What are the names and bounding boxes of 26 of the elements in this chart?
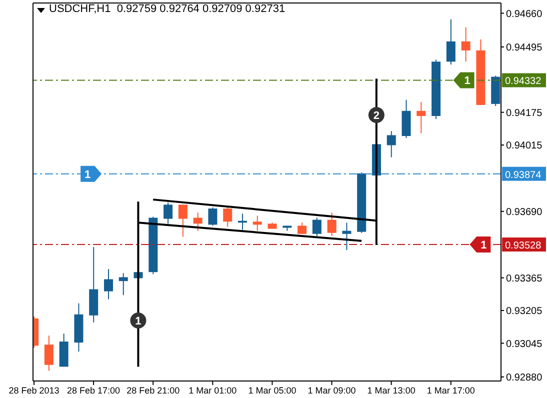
x-tick-label: 1 Mar 13:00 bbox=[367, 385, 416, 396]
y-tick-label: 0.94015 bbox=[506, 140, 543, 152]
annotation: 1 bbox=[480, 240, 487, 252]
annotation: 1 bbox=[464, 75, 470, 88]
ref-line-label: 0.93874 bbox=[505, 170, 542, 181]
ref-line-label: 0.93528 bbox=[505, 240, 542, 252]
x-tick-label: 28 Feb 17:00 bbox=[67, 385, 120, 396]
x-tick-label: 28 Feb 2013 bbox=[8, 385, 60, 396]
x-tick-label: 28 Feb 21:00 bbox=[126, 385, 180, 396]
x-tick-label: 1 Mar 01:00 bbox=[188, 385, 237, 396]
annotation: 1 bbox=[84, 168, 91, 181]
chart-title: USDCHF,H1 0.92759 0.92764 0.92709 0.92731 bbox=[49, 3, 286, 15]
y-tick-label: 0.92880 bbox=[506, 372, 543, 384]
x-tick-label: 1 Mar 09:00 bbox=[308, 385, 356, 396]
y-tick-label: 0.93205 bbox=[506, 306, 543, 318]
y-tick-label: 0.94660 bbox=[506, 8, 543, 20]
x-tick-label: 1 Mar 05:00 bbox=[248, 385, 296, 396]
annotation: 2 bbox=[373, 110, 380, 122]
ref-line-label: 0.94332 bbox=[505, 76, 542, 88]
y-tick-label: 0.93045 bbox=[506, 338, 543, 350]
y-tick-label: 0.94495 bbox=[506, 42, 543, 54]
y-tick-label: 0.93690 bbox=[506, 206, 543, 218]
y-tick-label: 0.93365 bbox=[506, 273, 543, 284]
annotation: 1 bbox=[135, 316, 142, 328]
y-tick-label: 0.94175 bbox=[506, 108, 543, 119]
x-tick-label: 1 Mar 17:00 bbox=[426, 385, 475, 396]
